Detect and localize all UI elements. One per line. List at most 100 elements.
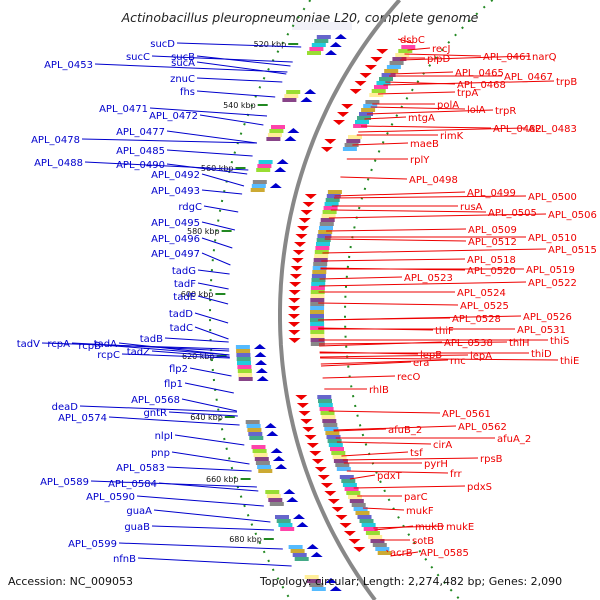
leader-line xyxy=(166,163,248,175)
strand-arrow xyxy=(353,547,366,552)
leader-line xyxy=(318,281,527,287)
gene-bar xyxy=(237,369,252,373)
gene-bar xyxy=(357,515,372,519)
strand-arrow xyxy=(335,515,348,520)
gene-label-sucB: sucB xyxy=(171,52,195,63)
leader-line xyxy=(197,295,229,305)
strand-arrow xyxy=(324,139,337,144)
strand-arrow xyxy=(256,376,269,381)
gene-bar xyxy=(310,294,325,298)
gene-label-APL_0512: APL_0512 xyxy=(468,237,517,248)
left-gene-labels: sucDsucCAPL_0453sucBsucAznuCfhsAPL_0471A… xyxy=(17,39,202,565)
gene-label-nfnB: nfnB xyxy=(113,554,136,565)
gene-label-thiD: thiD xyxy=(531,349,552,360)
gene-label-deaD: deaD xyxy=(52,402,79,413)
leader-line xyxy=(334,191,466,197)
gene-bar xyxy=(348,495,362,499)
gene-label-APL_0510: APL_0510 xyxy=(528,233,577,244)
leader-line xyxy=(318,341,508,345)
strand-arrow xyxy=(291,258,304,263)
gene-label-APL_0568: APL_0568 xyxy=(131,395,180,406)
gene-bar xyxy=(321,415,336,419)
gene-label-APL_0562: APL_0562 xyxy=(458,422,507,433)
gene-bar xyxy=(236,349,251,353)
gene-bar xyxy=(317,234,332,238)
strand-arrow xyxy=(325,578,337,583)
strand-arrow xyxy=(288,298,301,303)
feature-block-left-8 xyxy=(265,489,299,506)
gene-bar xyxy=(238,373,253,377)
leader-line xyxy=(321,258,466,262)
gene-label-lolA: lolA xyxy=(467,105,486,116)
gene-bar xyxy=(326,435,341,439)
gene-label-APL_0477: APL_0477 xyxy=(116,127,165,138)
gene-label-sotB: sotB xyxy=(412,536,434,547)
leader-line xyxy=(118,342,230,356)
gene-bar xyxy=(310,310,324,314)
gene-bar xyxy=(310,314,324,318)
leader-line xyxy=(149,107,268,117)
gene-bar xyxy=(326,194,341,198)
gene-bar xyxy=(344,487,359,491)
strand-arrow xyxy=(295,234,308,239)
gene-label-APL_0590: APL_0590 xyxy=(86,492,135,503)
gene-bar xyxy=(318,403,333,407)
gene-label-APL_0465: APL_0465 xyxy=(455,68,504,79)
leader-line xyxy=(362,507,405,511)
gene-bar xyxy=(314,254,329,258)
strand-arrow xyxy=(274,167,287,172)
gene-label-narQ: narQ xyxy=(532,52,557,63)
gene-bar xyxy=(392,57,407,61)
gene-bar xyxy=(266,137,281,141)
strand-arrow xyxy=(283,489,296,494)
gene-label-mukF: mukF xyxy=(406,506,434,517)
gene-bar xyxy=(365,531,380,535)
strand-arrow xyxy=(376,49,389,54)
strand-arrow xyxy=(288,290,301,295)
gene-label-plpD: plpD xyxy=(427,54,450,65)
gene-label-APL_0523: APL_0523 xyxy=(404,273,453,284)
gene-bar xyxy=(355,120,369,124)
gene-label-cirA: cirA xyxy=(433,440,452,451)
gene-label-APL_0497: APL_0497 xyxy=(151,249,200,260)
gene-bar xyxy=(341,479,356,483)
leader-line xyxy=(166,130,257,144)
leader-line xyxy=(118,542,283,550)
gene-label-tsf: tsf xyxy=(410,448,423,459)
gene-label-APL_0492: APL_0492 xyxy=(151,170,200,181)
feature-block-left-0 xyxy=(307,34,347,55)
gene-label-tadV: tadV xyxy=(17,339,40,350)
gene-label-parC: parC xyxy=(404,492,428,503)
gene-bar xyxy=(322,419,337,423)
gene-label-lepA: lepA xyxy=(470,351,492,362)
leader-line xyxy=(349,474,376,480)
gene-bar xyxy=(245,420,260,424)
gene-bar xyxy=(258,469,273,473)
strand-arrow xyxy=(289,282,302,287)
strand-arrow xyxy=(304,194,317,199)
leader-line xyxy=(383,80,555,86)
gene-bar xyxy=(253,453,268,457)
strand-arrow xyxy=(288,330,301,335)
gene-bar xyxy=(365,100,380,104)
gene-bar xyxy=(310,298,325,302)
gene-bar xyxy=(309,47,324,51)
gene-label-guaA: guaA xyxy=(126,506,152,517)
strand-arrow xyxy=(296,522,309,527)
gene-bar xyxy=(374,85,388,89)
gene-label-APL_0524: APL_0524 xyxy=(457,288,506,299)
feature-block-left-11 xyxy=(304,575,342,591)
strand-arrow xyxy=(341,104,354,109)
genome-summary-text: Topology: circular; Length: 2,274,482 bp… xyxy=(259,575,562,588)
outer-dotted-ring xyxy=(209,0,312,600)
leader-line xyxy=(151,350,230,358)
strand-arrow xyxy=(331,507,344,512)
inner-dotted-ring xyxy=(344,0,494,600)
leader-line xyxy=(330,209,487,213)
strand-arrow xyxy=(306,544,319,549)
leader-line xyxy=(81,138,257,144)
gene-bar xyxy=(268,498,283,502)
gene-label-pdxS: pdxS xyxy=(467,482,492,493)
gene-bar xyxy=(344,143,359,147)
gene-bar xyxy=(359,519,374,523)
